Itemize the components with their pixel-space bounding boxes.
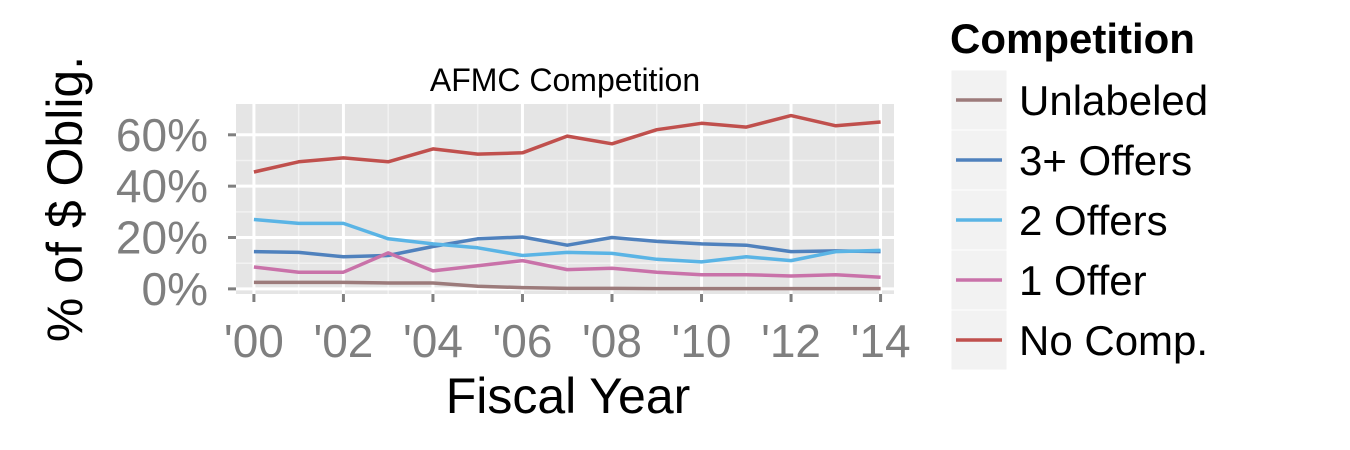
x-tick-label: '06 [492, 315, 552, 367]
legend-label-2-offers: 2 Offers [1019, 197, 1168, 244]
y-axis: 0%20%40%60% [116, 109, 236, 315]
series-line-1-offer [253, 251, 881, 280]
x-tick-label: '08 [582, 315, 642, 367]
y-tick-label: 0% [142, 263, 208, 315]
plot-panel [236, 104, 894, 294]
legend-label-unlabeled: Unlabeled [1019, 77, 1208, 124]
x-tick-label: '12 [761, 315, 821, 367]
series-line-unlabeled [253, 280, 881, 291]
series-lines [253, 113, 881, 291]
series-line-3-offers [253, 235, 881, 259]
series-line-2-offers [253, 217, 881, 264]
chart-title: AFMC Competition [430, 62, 700, 98]
legend-label-1-offer: 1 Offer [1019, 257, 1147, 304]
y-tick-label: 40% [116, 160, 208, 212]
legend: Unlabeled 3+ Offers 2 Offers 1 Offer No Comp… [950, 69, 1208, 371]
x-tick-label: '10 [672, 315, 732, 367]
legend-label-3-offers: 3+ Offers [1019, 137, 1192, 184]
y-axis-title: % of $ Oblig. [37, 56, 93, 342]
legend-label-no-comp: No Comp. [1019, 317, 1208, 364]
series-line-no-comp [253, 113, 881, 174]
x-tick-label: '04 [403, 315, 463, 367]
x-axis: '00 '02 '04 '06 '08 '10 '12 '14 [224, 294, 911, 367]
y-tick-label: 60% [116, 109, 208, 161]
grid [236, 104, 894, 294]
x-tick-label: '02 [313, 315, 373, 367]
x-tick-label: '14 [851, 315, 911, 367]
x-axis-title: Fiscal Year [446, 368, 691, 424]
x-tick-label: '00 [224, 315, 284, 367]
y-tick-label: 20% [116, 212, 208, 264]
legend-title: Competition [950, 15, 1195, 62]
